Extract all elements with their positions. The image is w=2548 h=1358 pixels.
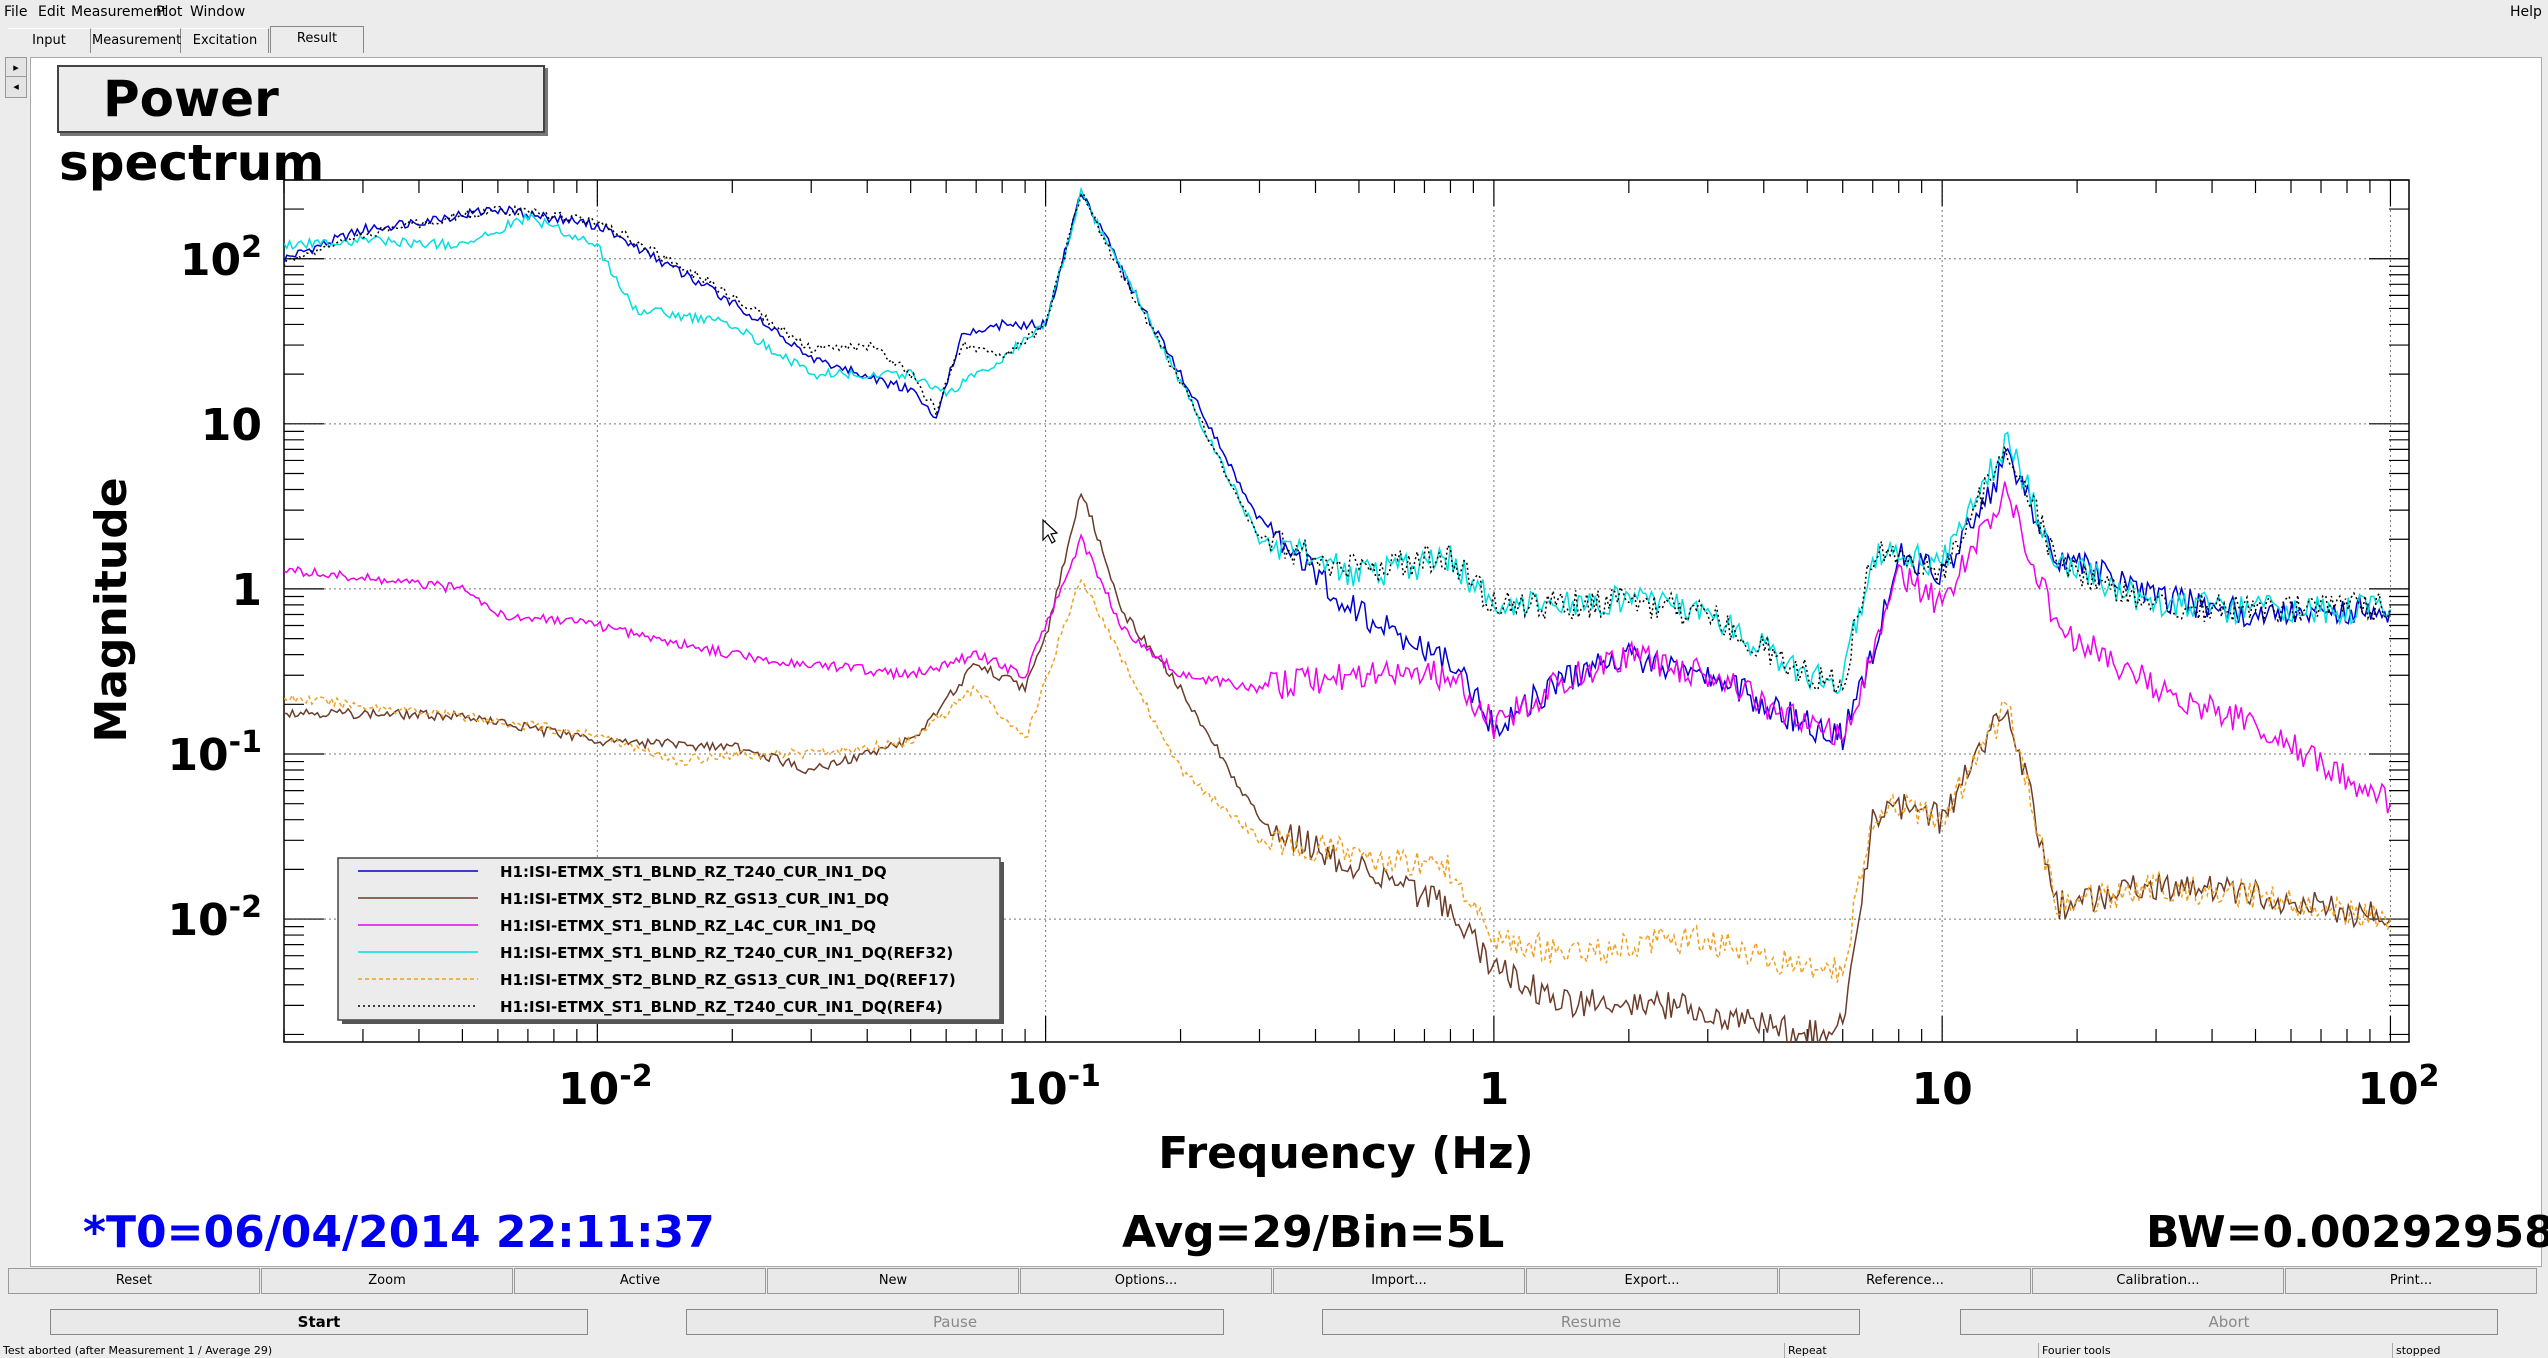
tab-measurement[interactable]: Measurement: [92, 28, 181, 53]
menu-bar: File Edit Measurement Plot Window Help: [0, 0, 2548, 25]
print-button[interactable]: Print...: [2285, 1268, 2537, 1294]
status-tools: Fourier tools: [2038, 1343, 2392, 1358]
tab-bar: Input Measurement Excitation Result: [0, 25, 2548, 55]
x-tick-label: 10-1: [1006, 1059, 1101, 1115]
status-message: Test aborted (after Measurement 1 / Aver…: [3, 1344, 273, 1357]
bandwidth-info: BW=0.00292958: [2146, 1207, 2548, 1258]
y-tick-label: 1: [231, 565, 262, 616]
legend-entry: H1:ISI-ETMX_ST2_BLND_RZ_GS13_CUR_IN1_DQ: [500, 890, 889, 908]
tick-labels: 10-2 10-1 1 10 102 102 10 1 10-1 10-2: [167, 230, 2439, 1115]
tab-excitation[interactable]: Excitation: [182, 28, 269, 53]
mouse-cursor-icon: [1042, 518, 1059, 544]
new-button[interactable]: New: [767, 1268, 1019, 1294]
tab-result[interactable]: Result: [270, 26, 364, 53]
legend-entry: H1:ISI-ETMX_ST1_BLND_RZ_T240_CUR_IN1_DQ: [500, 863, 887, 881]
series-line: [284, 481, 2392, 814]
calibration-button[interactable]: Calibration...: [2032, 1268, 2284, 1294]
y-tick-label: 10-1: [167, 725, 262, 781]
avg-bin-info: Avg=29/Bin=5L: [1122, 1207, 1505, 1258]
y-tick-label: 102: [180, 230, 262, 286]
abort-button[interactable]: Abort: [1960, 1309, 2498, 1335]
active-button[interactable]: Active: [514, 1268, 766, 1294]
menu-measurement[interactable]: Measurement: [71, 4, 168, 20]
series-group: [284, 186, 2392, 1042]
y-axis-label: Magnitude: [86, 477, 137, 742]
legend: H1:ISI-ETMX_ST1_BLND_RZ_T240_CUR_IN1_DQ H…: [337, 857, 1004, 1024]
legend-entry: H1:ISI-ETMX_ST1_BLND_RZ_T240_CUR_IN1_DQ(…: [500, 944, 953, 962]
plot-toolbar: Reset Zoom Active New Options... Import.…: [8, 1268, 2540, 1294]
import-button[interactable]: Import...: [1273, 1268, 1525, 1294]
legend-shadow: [342, 1020, 1004, 1024]
resume-button[interactable]: Resume: [1322, 1309, 1860, 1335]
legend-box: [337, 857, 1001, 1021]
series-line: [284, 186, 2392, 695]
menu-help[interactable]: Help: [2510, 4, 2542, 20]
legend-entry: H1:ISI-ETMX_ST1_BLND_RZ_L4C_CUR_IN1_DQ: [500, 917, 876, 935]
x-tick-label: 102: [2357, 1059, 2439, 1115]
x-axis-label: Frequency (Hz): [1158, 1128, 1534, 1179]
legend-shadow: [1000, 862, 1004, 1024]
menu-plot[interactable]: Plot: [156, 4, 183, 20]
reset-button[interactable]: Reset: [8, 1268, 260, 1294]
tab-input[interactable]: Input: [8, 28, 91, 53]
pause-button[interactable]: Pause: [686, 1309, 1224, 1335]
zoom-button[interactable]: Zoom: [261, 1268, 513, 1294]
series-line: [284, 193, 2392, 695]
y-tick-label: 10: [201, 400, 262, 451]
status-bar: Test aborted (after Measurement 1 / Aver…: [0, 1343, 2548, 1358]
start-button[interactable]: Start: [50, 1309, 588, 1335]
menu-edit[interactable]: Edit: [38, 4, 66, 20]
menu-window[interactable]: Window: [190, 4, 246, 20]
x-tick-label: 10-2: [558, 1059, 653, 1115]
status-mode: Repeat: [1784, 1343, 2038, 1358]
status-state: stopped: [2392, 1343, 2546, 1358]
series-line: [284, 492, 2392, 1042]
x-tick-label: 1: [1479, 1064, 1510, 1115]
legend-entry: H1:ISI-ETMX_ST1_BLND_RZ_T240_CUR_IN1_DQ(…: [500, 998, 943, 1016]
collapse-arrow-icon[interactable]: ◂: [5, 76, 27, 98]
x-tick-label: 10: [1912, 1064, 1973, 1115]
t0-timestamp: *T0=06/04/2014 22:11:37: [83, 1207, 715, 1258]
export-button[interactable]: Export...: [1526, 1268, 1778, 1294]
reference-button[interactable]: Reference...: [1779, 1268, 2031, 1294]
options-button[interactable]: Options...: [1020, 1268, 1272, 1294]
y-tick-label: 10-2: [167, 890, 262, 946]
series-line: [284, 578, 2392, 983]
menu-file[interactable]: File: [4, 4, 28, 20]
legend-entry: H1:ISI-ETMX_ST2_BLND_RZ_GS13_CUR_IN1_DQ(…: [500, 971, 956, 989]
plot-title: Power spectrum: [57, 65, 545, 192]
